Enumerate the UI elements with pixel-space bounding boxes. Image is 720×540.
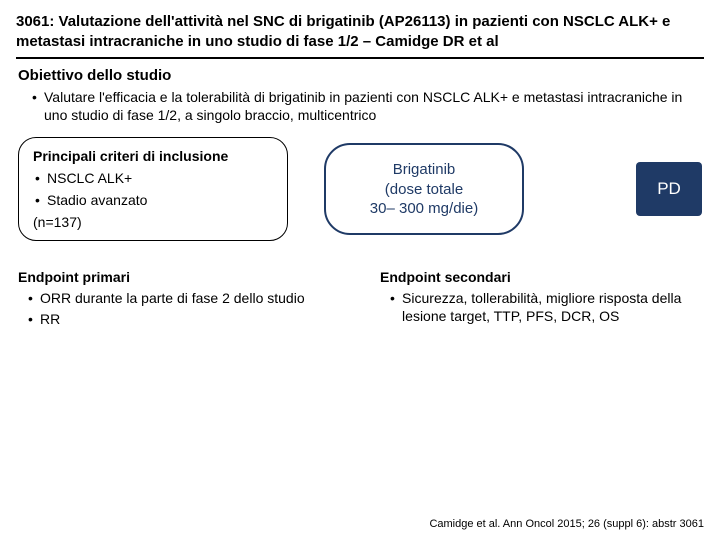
treatment-dose-line1: (dose totale xyxy=(385,180,463,200)
treatment-dose-line2: 30– 300 mg/die) xyxy=(370,199,478,219)
secondary-endpoints-col: Endpoint secondari Sicurezza, tollerabil… xyxy=(380,269,702,331)
pd-box: PD xyxy=(636,162,702,216)
primary-endpoint-item: RR xyxy=(28,310,356,328)
slide-container: 3061: Valutazione dell'attività nel SNC … xyxy=(0,0,720,540)
objective-bullet: Valutare l'efficacia e la tolerabilità d… xyxy=(32,88,704,126)
primary-endpoint-item: ORR durante la parte di fase 2 dello stu… xyxy=(28,289,356,307)
primary-endpoints-col: Endpoint primari ORR durante la parte di… xyxy=(18,269,356,331)
inclusion-heading: Principali criteri di inclusione xyxy=(33,148,273,164)
inclusion-n: (n=137) xyxy=(33,214,273,230)
inclusion-item: NSCLC ALK+ xyxy=(35,170,273,186)
primary-endpoints-heading: Endpoint primari xyxy=(18,269,356,285)
inclusion-item: Stadio avanzato xyxy=(35,192,273,208)
secondary-endpoints-heading: Endpoint secondari xyxy=(380,269,702,285)
slide-title: 3061: Valutazione dell'attività nel SNC … xyxy=(16,12,704,53)
objective-heading: Obiettivo dello studio xyxy=(18,67,704,84)
endpoints-row: Endpoint primari ORR durante la parte di… xyxy=(18,269,702,331)
citation-text: Camidge et al. Ann Oncol 2015; 26 (suppl… xyxy=(429,518,704,530)
secondary-endpoint-item: Sicurezza, tollerabilità, migliore rispo… xyxy=(390,289,702,325)
design-row: Principali criteri di inclusione NSCLC A… xyxy=(18,137,702,241)
inclusion-box: Principali criteri di inclusione NSCLC A… xyxy=(18,137,288,241)
title-block: 3061: Valutazione dell'attività nel SNC … xyxy=(16,12,704,59)
treatment-name: Brigatinib xyxy=(393,160,456,180)
pd-label: PD xyxy=(657,179,681,199)
treatment-box: Brigatinib (dose totale 30– 300 mg/die) xyxy=(324,143,524,235)
